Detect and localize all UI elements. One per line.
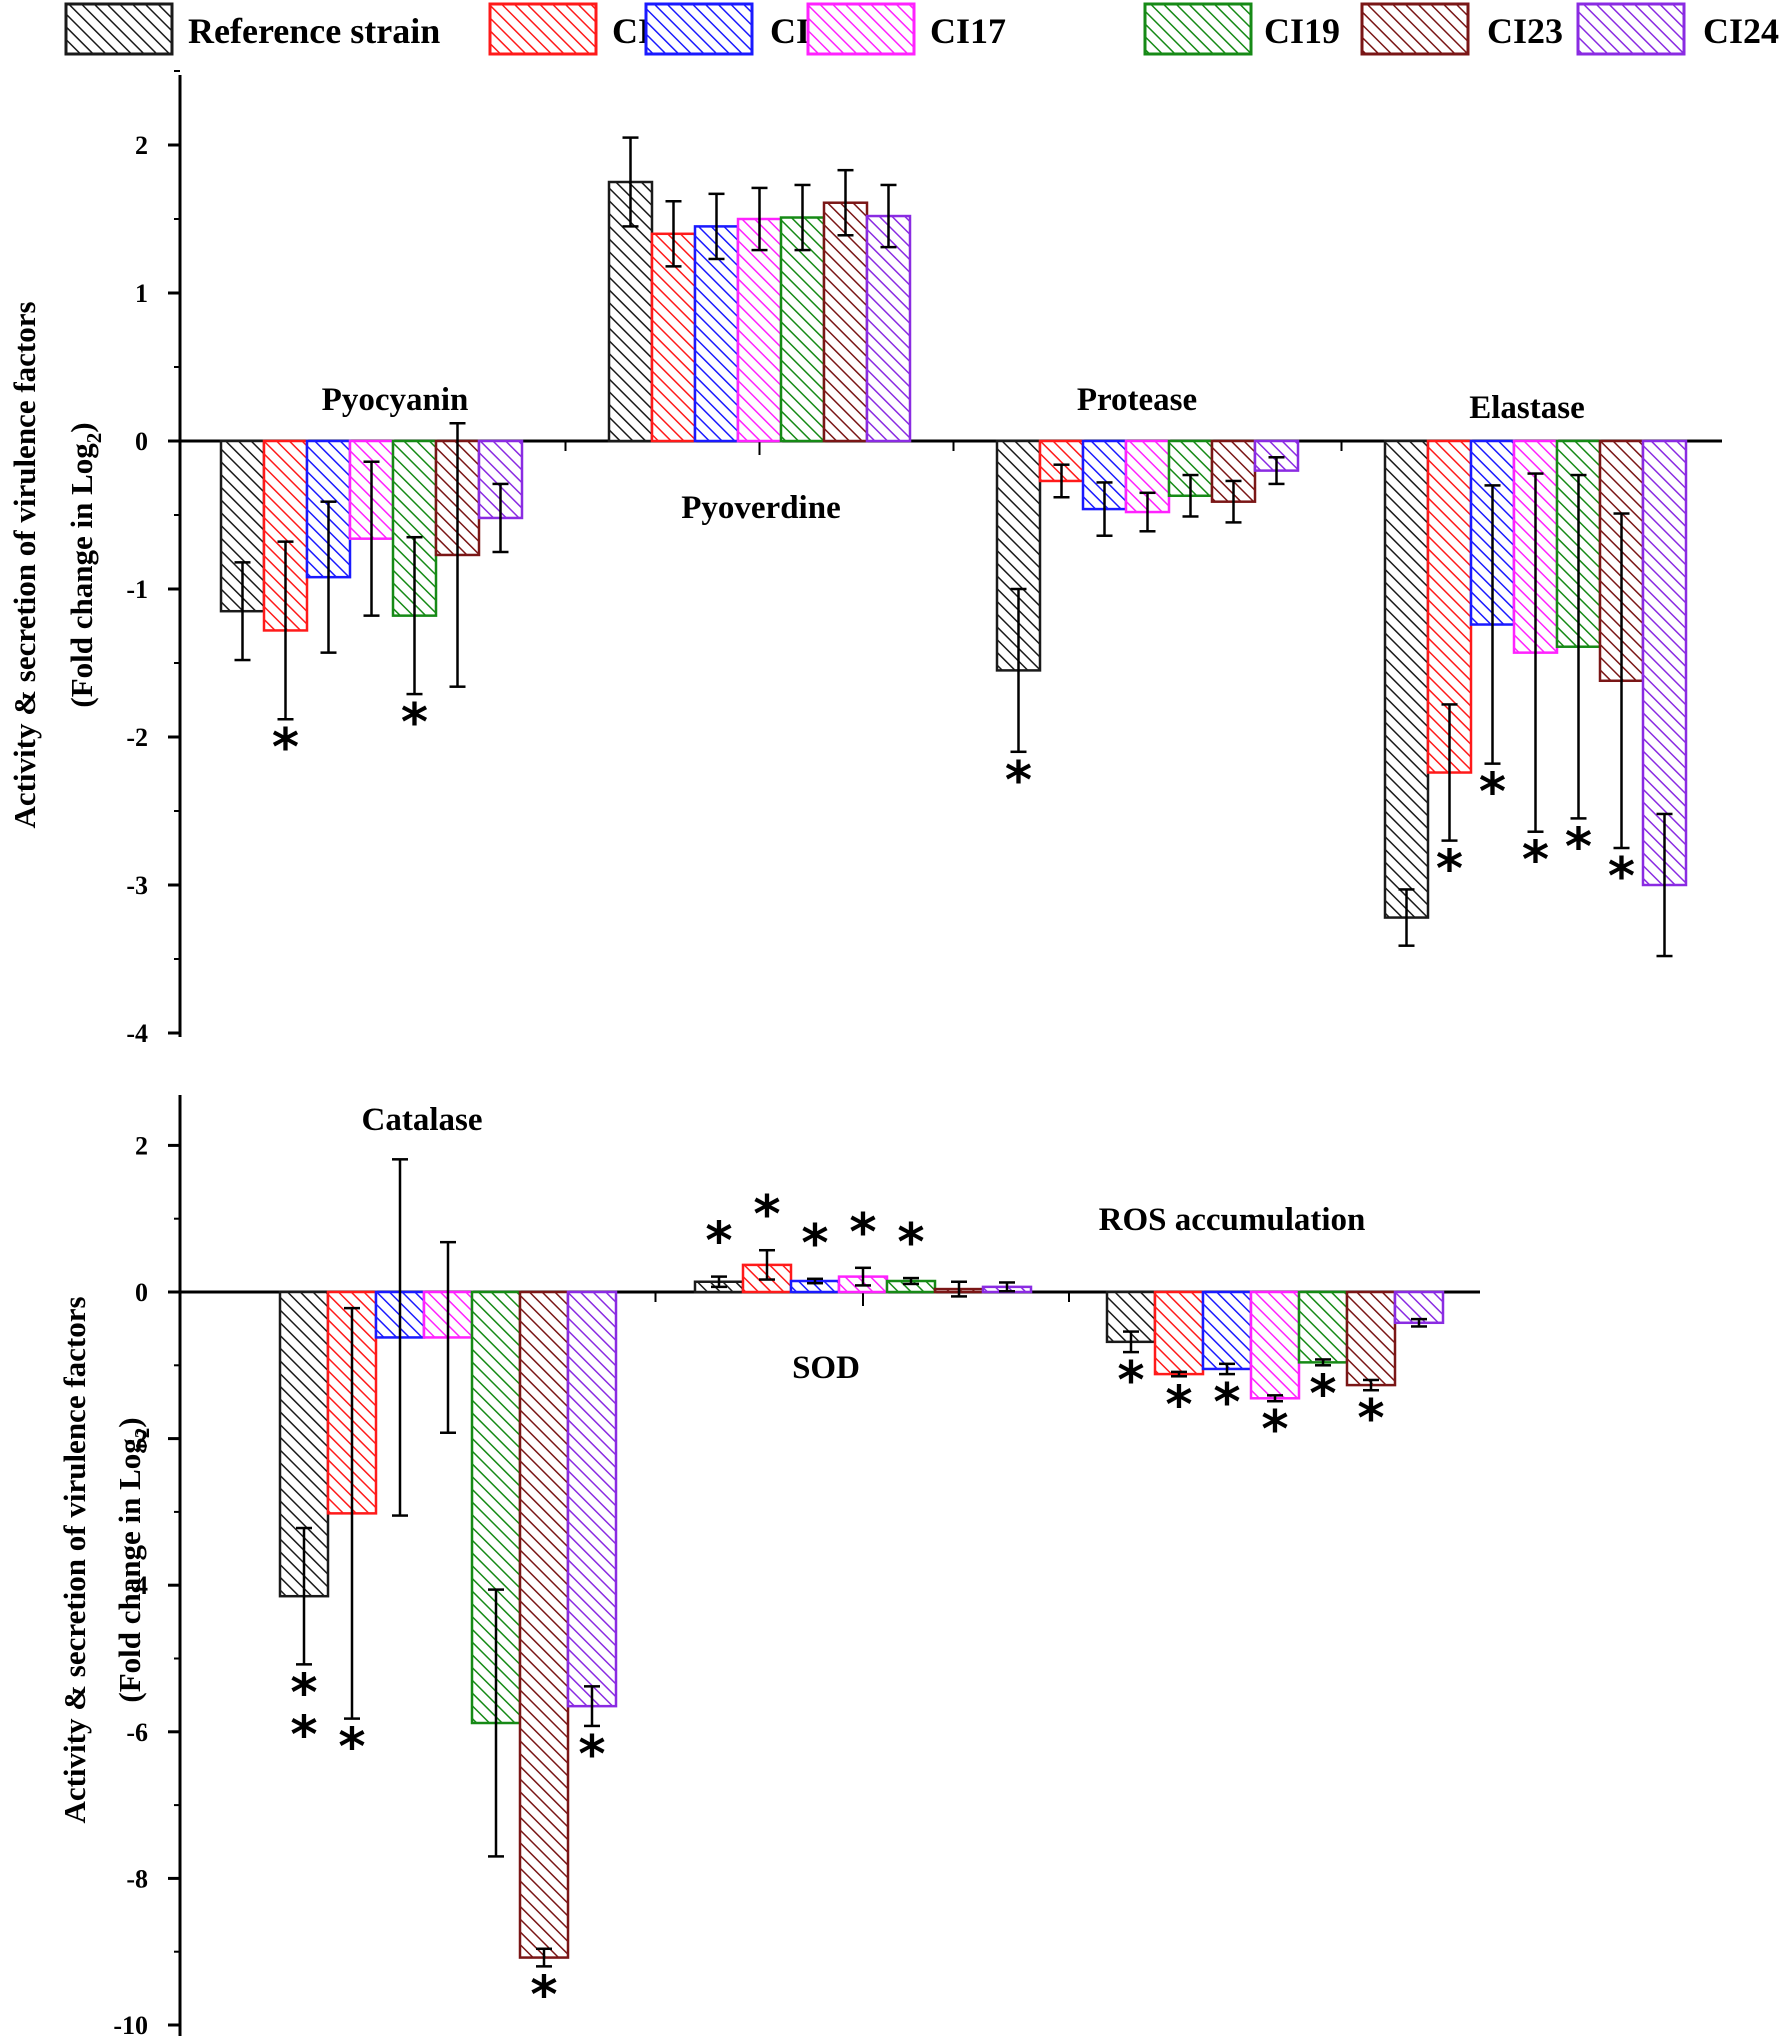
y-axis-label-suffix: ) bbox=[64, 422, 99, 432]
bar-ros-accumulation-4 bbox=[1297, 1290, 1349, 1364]
significance-marker: * bbox=[1565, 817, 1592, 877]
y-axis-label-subscript: 2 bbox=[130, 1428, 154, 1439]
y-axis-label-prefix: (Fold change in Log bbox=[112, 1438, 147, 1703]
significance-marker: * bbox=[1522, 831, 1549, 891]
significance-marker: * bbox=[401, 693, 428, 753]
legend-label-0: Reference strain bbox=[188, 11, 440, 51]
y-axis-label-suffix: ) bbox=[112, 1417, 147, 1427]
bar-elastase-0 bbox=[1383, 439, 1430, 919]
legend-label-4: CI19 bbox=[1264, 11, 1340, 51]
y-tick-label: -6 bbox=[126, 1718, 148, 1747]
significance-marker: * bbox=[1608, 847, 1635, 907]
y-tick-label: -4 bbox=[126, 1019, 148, 1048]
significance-marker: * bbox=[290, 1663, 317, 1723]
y-tick-label: -1 bbox=[126, 575, 148, 604]
y-axis-label-prefix: (Fold change in Log bbox=[64, 443, 99, 708]
legend-label-5: CI23 bbox=[1487, 11, 1563, 51]
bar-pyoverdine-1 bbox=[650, 232, 697, 443]
y-axis-label-line2: (Fold change in Log2) bbox=[64, 422, 106, 707]
y-tick-label: -10 bbox=[113, 2011, 148, 2036]
legend-swatch-3 bbox=[806, 2, 916, 56]
significance-marker: * bbox=[801, 1214, 828, 1274]
significance-marker: * bbox=[849, 1203, 876, 1263]
category-label: Pyoverdine bbox=[681, 490, 840, 526]
legend-swatch-4 bbox=[1143, 2, 1253, 56]
significance-marker: * bbox=[897, 1213, 924, 1273]
bar-ros-accumulation-5 bbox=[1345, 1290, 1397, 1387]
significance-marker: * bbox=[1479, 763, 1506, 823]
y-tick-label: 0 bbox=[135, 427, 148, 456]
category-label: Catalase bbox=[362, 1102, 483, 1138]
chart-panel-top: 2 1 0 -1 -2 -3 -4 Activity & secretion of virul… bbox=[7, 70, 1722, 1048]
y-tick-label: 0 bbox=[135, 1278, 148, 1307]
y-axis-label-line2: (Fold change in Log2) bbox=[112, 1417, 154, 1702]
legend-swatch-6 bbox=[1576, 2, 1686, 56]
significance-marker: * bbox=[290, 1705, 317, 1765]
legend-label-3: CI17 bbox=[930, 11, 1006, 51]
bar-catalase-5 bbox=[518, 1290, 570, 1959]
bar-pyoverdine-2 bbox=[693, 225, 740, 443]
significance-marker: * bbox=[1436, 840, 1463, 900]
category-label: Protease bbox=[1077, 382, 1197, 418]
bar-pyoverdine-3 bbox=[736, 217, 783, 443]
significance-marker: * bbox=[1261, 1400, 1288, 1460]
legend: Reference strainCI06CI14CI17CI19CI23CI24 bbox=[64, 2, 1779, 56]
significance-marker: * bbox=[753, 1185, 780, 1245]
category-label: Pyocyanin bbox=[322, 382, 469, 418]
bar-pyoverdine-6 bbox=[865, 214, 912, 443]
legend-swatch-5 bbox=[1360, 2, 1470, 56]
bar-catalase-6 bbox=[566, 1290, 618, 1708]
legend-swatch-0 bbox=[64, 2, 174, 56]
significance-marker: * bbox=[1357, 1389, 1384, 1449]
bar-elastase-6 bbox=[1641, 439, 1688, 887]
category-label: SOD bbox=[792, 1350, 860, 1386]
significance-marker: * bbox=[578, 1725, 605, 1785]
y-tick-label: 2 bbox=[135, 131, 148, 160]
y-axis-label-line1: Activity & secretion of virulence factor… bbox=[57, 1296, 92, 1823]
category-label: Elastase bbox=[1469, 390, 1585, 426]
category-label: ROS accumulation bbox=[1099, 1202, 1366, 1238]
significance-marker: * bbox=[530, 1965, 557, 2025]
significance-marker: * bbox=[705, 1212, 732, 1272]
bar-ros-accumulation-1 bbox=[1153, 1290, 1205, 1376]
y-axis-label-subscript: 2 bbox=[82, 433, 106, 444]
significance-marker: * bbox=[1117, 1351, 1144, 1411]
y-tick-label: -2 bbox=[126, 723, 148, 752]
y-tick-label: -3 bbox=[126, 871, 148, 900]
significance-marker: * bbox=[338, 1718, 365, 1778]
y-axis-label-line1: Activity & secretion of virulence factor… bbox=[7, 301, 42, 828]
bar-pyoverdine-5 bbox=[822, 201, 869, 443]
significance-marker: * bbox=[1213, 1373, 1240, 1433]
bar-ros-accumulation-3 bbox=[1249, 1290, 1301, 1400]
significance-marker: * bbox=[1005, 751, 1032, 811]
significance-marker: * bbox=[1309, 1364, 1336, 1424]
significance-marker: * bbox=[272, 718, 299, 778]
chart-panel-bottom: 2 0 -2 -4 -6 -8 -10 Activity & secretion of vir… bbox=[57, 1095, 1480, 2036]
legend-swatch-1 bbox=[488, 2, 598, 56]
significance-marker: * bbox=[1165, 1375, 1192, 1435]
y-tick-label: 1 bbox=[135, 279, 148, 308]
y-tick-label: -2 bbox=[126, 1425, 148, 1454]
y-tick-label: -8 bbox=[126, 1864, 148, 1893]
y-tick-label: 2 bbox=[135, 1131, 148, 1160]
legend-label-6: CI24 bbox=[1703, 11, 1779, 51]
bar-ros-accumulation-2 bbox=[1201, 1290, 1253, 1371]
legend-swatch-2 bbox=[644, 2, 754, 56]
y-tick-label: -4 bbox=[126, 1571, 148, 1600]
